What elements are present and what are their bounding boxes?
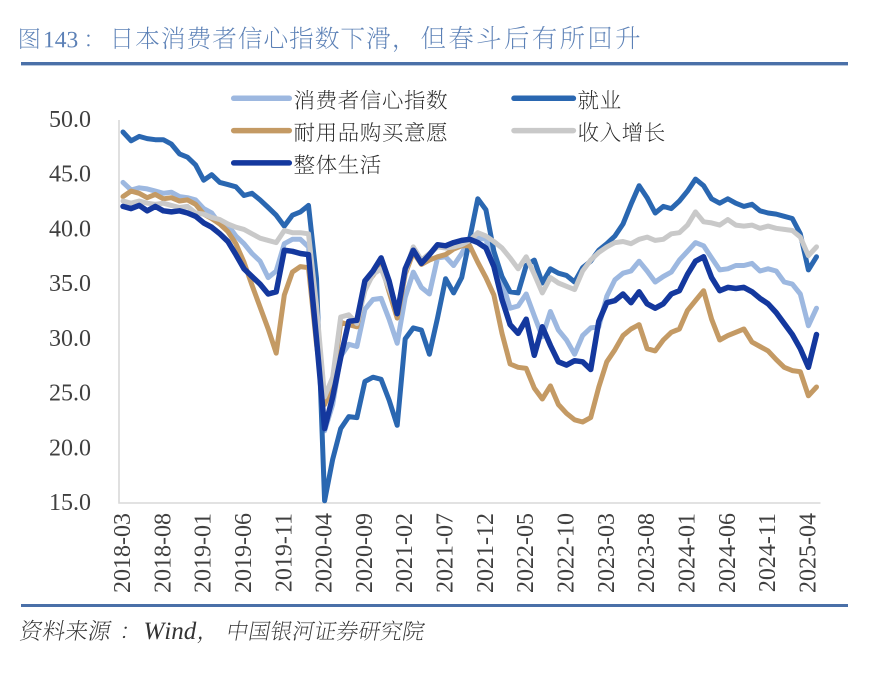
svg-text:35.0: 35.0 xyxy=(49,271,91,297)
svg-text:2022-10: 2022-10 xyxy=(554,513,580,593)
svg-text:2020-09: 2020-09 xyxy=(352,513,378,593)
svg-text:2021-12: 2021-12 xyxy=(473,513,499,593)
svg-text:2023-03: 2023-03 xyxy=(594,513,620,593)
svg-text:2019-11: 2019-11 xyxy=(271,513,297,592)
svg-text:2020-04: 2020-04 xyxy=(312,513,338,593)
svg-text:2019-06: 2019-06 xyxy=(231,513,257,593)
svg-text:2018-03: 2018-03 xyxy=(110,513,136,593)
svg-text:45.0: 45.0 xyxy=(49,162,91,188)
svg-text:2021-02: 2021-02 xyxy=(392,513,418,593)
svg-text:30.0: 30.0 xyxy=(49,326,91,352)
svg-text:2024-01: 2024-01 xyxy=(675,513,701,593)
svg-text:2021-07: 2021-07 xyxy=(433,513,459,593)
svg-text:2018-08: 2018-08 xyxy=(150,513,176,593)
svg-text:20.0: 20.0 xyxy=(49,435,91,461)
svg-text:15.0: 15.0 xyxy=(49,490,91,516)
svg-text:2025-04: 2025-04 xyxy=(795,513,821,593)
svg-text:25.0: 25.0 xyxy=(49,381,91,407)
svg-text:2023-08: 2023-08 xyxy=(634,513,660,593)
svg-text:2022-05: 2022-05 xyxy=(513,513,539,593)
svg-text:2024-06: 2024-06 xyxy=(715,513,741,593)
svg-text:50.0: 50.0 xyxy=(49,107,91,133)
svg-text:2024-11: 2024-11 xyxy=(755,513,781,592)
svg-text:40.0: 40.0 xyxy=(49,216,91,242)
svg-text:2019-01: 2019-01 xyxy=(191,513,217,593)
